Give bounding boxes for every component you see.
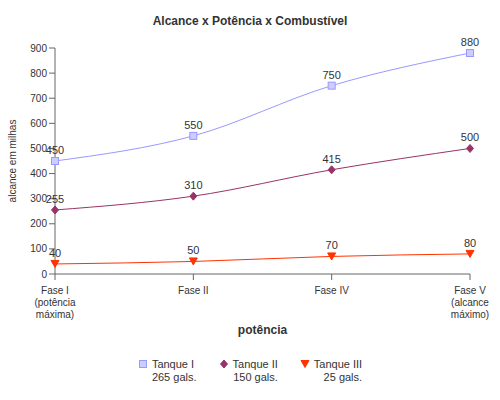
svg-text:200: 200 xyxy=(30,218,47,229)
svg-text:Fase I(potênciamáxima): Fase I(potênciamáxima) xyxy=(34,285,76,320)
svg-text:500: 500 xyxy=(30,143,47,154)
svg-text:415: 415 xyxy=(322,153,340,165)
svg-text:750: 750 xyxy=(322,69,340,81)
svg-text:80: 80 xyxy=(464,237,476,249)
svg-text:Fase IV: Fase IV xyxy=(314,285,349,296)
svg-text:450: 450 xyxy=(46,144,64,156)
html-text:Tanque II: Tanque II xyxy=(232,358,278,370)
svg-text:310: 310 xyxy=(184,179,202,191)
svg-text:50: 50 xyxy=(187,244,199,256)
svg-text:70: 70 xyxy=(326,239,338,251)
html-text:25 gals.: 25 gals. xyxy=(323,371,363,383)
html-text:Tanque I: Tanque I xyxy=(151,358,195,370)
svg-text:255: 255 xyxy=(46,193,64,205)
svg-text:alcance em milhas: alcance em milhas xyxy=(8,120,18,203)
svg-text:880: 880 xyxy=(461,36,479,48)
html-text:265 gals.: 265 gals. xyxy=(151,371,197,383)
svg-text:Fase V(alcancemáximo): Fase V(alcancemáximo) xyxy=(451,285,490,320)
svg-text:300: 300 xyxy=(30,193,47,205)
svg-text:800: 800 xyxy=(30,68,47,79)
svg-text:potência: potência xyxy=(238,323,288,337)
svg-text:100: 100 xyxy=(30,243,47,254)
svg-text:40: 40 xyxy=(49,247,61,259)
html-text:Alcance x Potência x Combustív: Alcance x Potência x Combustível xyxy=(152,14,348,28)
svg-text:Fase II: Fase II xyxy=(178,285,209,296)
svg-text:900: 900 xyxy=(30,43,47,54)
svg-text:400: 400 xyxy=(30,168,47,179)
svg-text:500: 500 xyxy=(461,131,479,143)
svg-text:700: 700 xyxy=(30,93,47,104)
svg-text:0: 0 xyxy=(41,269,47,280)
svg-text:550: 550 xyxy=(184,119,202,131)
html-text:150 gals.: 150 gals. xyxy=(233,371,278,383)
html-text:Tanque III: Tanque III xyxy=(313,358,363,370)
svg-text:600: 600 xyxy=(30,118,47,129)
